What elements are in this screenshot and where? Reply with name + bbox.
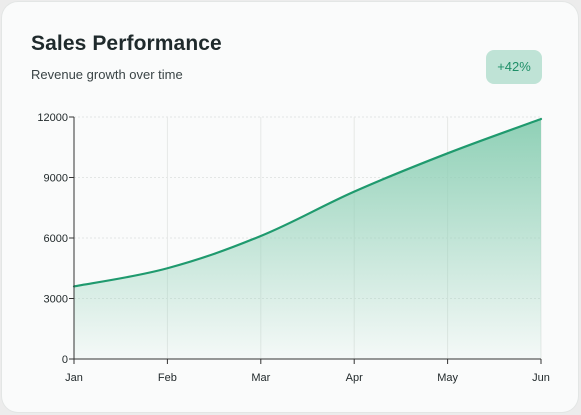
growth-badge: +42%	[486, 50, 542, 84]
y-tick-label: 6000	[44, 233, 68, 245]
series-line	[72, 117, 543, 288]
y-tick-label: 9000	[44, 173, 68, 185]
x-tick-label: May	[437, 372, 458, 384]
x-tick-label: Apr	[346, 372, 363, 384]
x-tick-label: Mar	[251, 372, 270, 384]
y-tick-label: 0	[62, 354, 68, 366]
chart-subtitle: Revenue growth over time	[31, 67, 183, 82]
y-tick-label: 12000	[37, 112, 68, 124]
y-tick-label: 3000	[44, 294, 68, 306]
series-area	[74, 119, 541, 360]
x-tick-label: Feb	[158, 372, 177, 384]
x-tick-label: Jun	[532, 372, 550, 384]
x-tick-label: Jan	[65, 372, 83, 384]
chart-title: Sales Performance	[31, 32, 222, 55]
